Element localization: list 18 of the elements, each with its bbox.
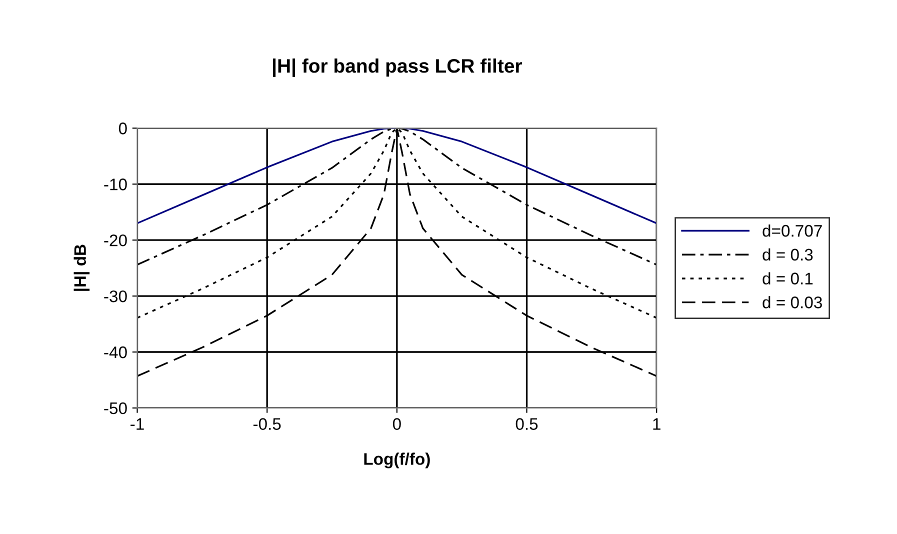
chart-title: |H| for band pass LCR filter bbox=[273, 58, 522, 77]
x-tick-label: -0.5 bbox=[253, 418, 281, 430]
y-tick-label: -20 bbox=[104, 234, 127, 246]
y-tick-label: 0 bbox=[118, 122, 127, 134]
y-axis-title: |H| dB bbox=[74, 244, 90, 291]
legend-label: d = 0.03 bbox=[762, 296, 822, 308]
y-tick-label: -10 bbox=[104, 178, 127, 190]
x-tick-label: -1 bbox=[130, 418, 144, 430]
y-tick-label: -30 bbox=[104, 290, 127, 302]
y-tick-label: -40 bbox=[104, 346, 127, 358]
x-axis-title: Log(f/fo) bbox=[364, 452, 430, 468]
legend-label: d=0.707 bbox=[762, 224, 822, 237]
x-tick-label: 0 bbox=[392, 418, 401, 430]
legend-label: d = 0.1 bbox=[762, 272, 813, 284]
legend-label: d = 0.3 bbox=[762, 248, 813, 261]
x-tick-label: 1 bbox=[653, 418, 660, 430]
y-tick-label: -50 bbox=[104, 402, 127, 414]
x-tick-label: 0.5 bbox=[516, 418, 538, 430]
